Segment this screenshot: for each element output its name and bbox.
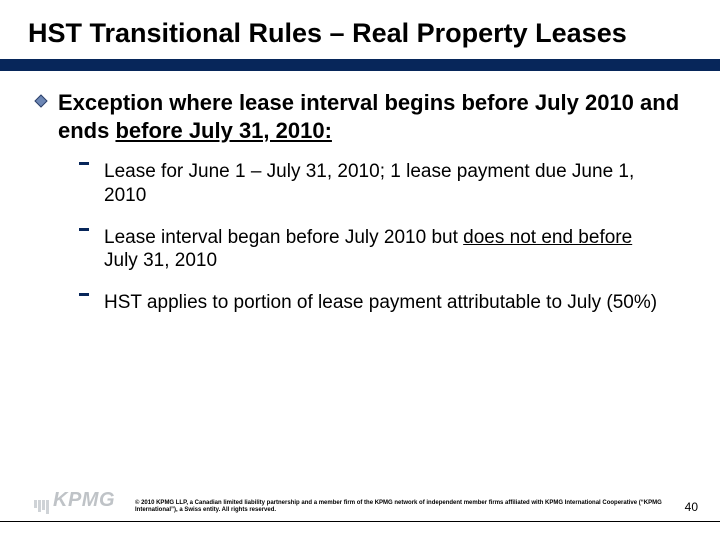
dash-icon <box>78 228 90 274</box>
content-area: Exception where lease interval begins be… <box>0 71 720 315</box>
logo-text: KPMG <box>53 489 115 511</box>
kpmg-logo: KPMG <box>34 489 115 514</box>
bullet-level2: HST applies to portion of lease payment … <box>78 291 686 315</box>
bullet-level1-text: Exception where lease interval begins be… <box>58 89 686 144</box>
footer: KPMG © 2010 KPMG LLP, a Canadian limited… <box>34 489 686 514</box>
bullet-level2: Lease interval began before July 2010 bu… <box>78 226 686 274</box>
dash-icon <box>78 293 90 315</box>
bullet-level2-text: Lease for June 1 – July 31, 2010; 1 leas… <box>104 160 686 208</box>
title-block: HST Transitional Rules – Real Property L… <box>0 0 720 59</box>
legal-text: © 2010 KPMG LLP, a Canadian limited liab… <box>135 500 686 514</box>
bottom-rule <box>0 521 720 522</box>
diamond-icon <box>34 94 48 108</box>
bullet-level1-under: before July 31, 2010: <box>115 118 331 143</box>
bullet-level1: Exception where lease interval begins be… <box>34 89 686 144</box>
logo-bars-icon <box>34 500 49 514</box>
bullet-level2: Lease for June 1 – July 31, 2010; 1 leas… <box>78 160 686 208</box>
slide: HST Transitional Rules – Real Property L… <box>0 0 720 540</box>
divider-bar <box>0 59 720 71</box>
bullet-level2-text: Lease interval began before July 2010 bu… <box>104 226 686 274</box>
page-number: 40 <box>685 500 698 514</box>
bullet-level2-text: HST applies to portion of lease payment … <box>104 291 677 315</box>
slide-title: HST Transitional Rules – Real Property L… <box>28 18 692 49</box>
sub-bullet-list: Lease for June 1 – July 31, 2010; 1 leas… <box>34 158 686 315</box>
dash-icon <box>78 162 90 208</box>
